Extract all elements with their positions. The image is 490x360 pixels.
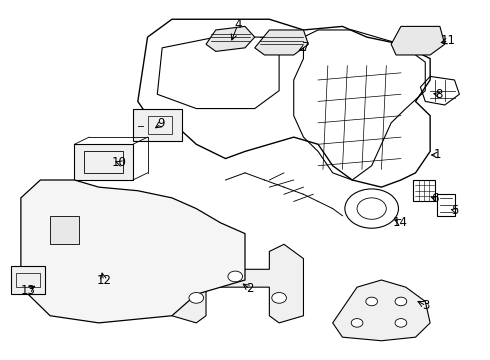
- Circle shape: [189, 293, 203, 303]
- Bar: [147, 116, 172, 134]
- Bar: [16, 273, 40, 287]
- Circle shape: [395, 297, 407, 306]
- Polygon shape: [333, 280, 430, 341]
- Polygon shape: [391, 26, 445, 55]
- Text: 3: 3: [422, 299, 430, 312]
- Polygon shape: [74, 144, 133, 180]
- Text: 11: 11: [441, 34, 456, 47]
- Text: 7: 7: [302, 41, 310, 54]
- Polygon shape: [133, 109, 182, 141]
- Text: 1: 1: [434, 148, 441, 162]
- Polygon shape: [11, 266, 45, 294]
- Text: 9: 9: [157, 117, 165, 130]
- Polygon shape: [206, 26, 255, 51]
- Polygon shape: [21, 180, 245, 323]
- Text: 13: 13: [21, 284, 36, 297]
- Text: 12: 12: [96, 274, 111, 287]
- Text: 2: 2: [246, 283, 254, 296]
- Polygon shape: [255, 30, 308, 55]
- Text: 5: 5: [451, 204, 458, 217]
- Circle shape: [395, 319, 407, 327]
- Bar: [50, 216, 79, 244]
- Text: 6: 6: [431, 192, 438, 205]
- Circle shape: [272, 293, 287, 303]
- Circle shape: [351, 319, 363, 327]
- Polygon shape: [172, 244, 303, 323]
- Circle shape: [366, 297, 377, 306]
- Text: 14: 14: [392, 216, 408, 229]
- Text: 4: 4: [234, 18, 242, 31]
- Text: 10: 10: [112, 156, 127, 169]
- Circle shape: [228, 271, 243, 282]
- Text: 8: 8: [435, 89, 442, 102]
